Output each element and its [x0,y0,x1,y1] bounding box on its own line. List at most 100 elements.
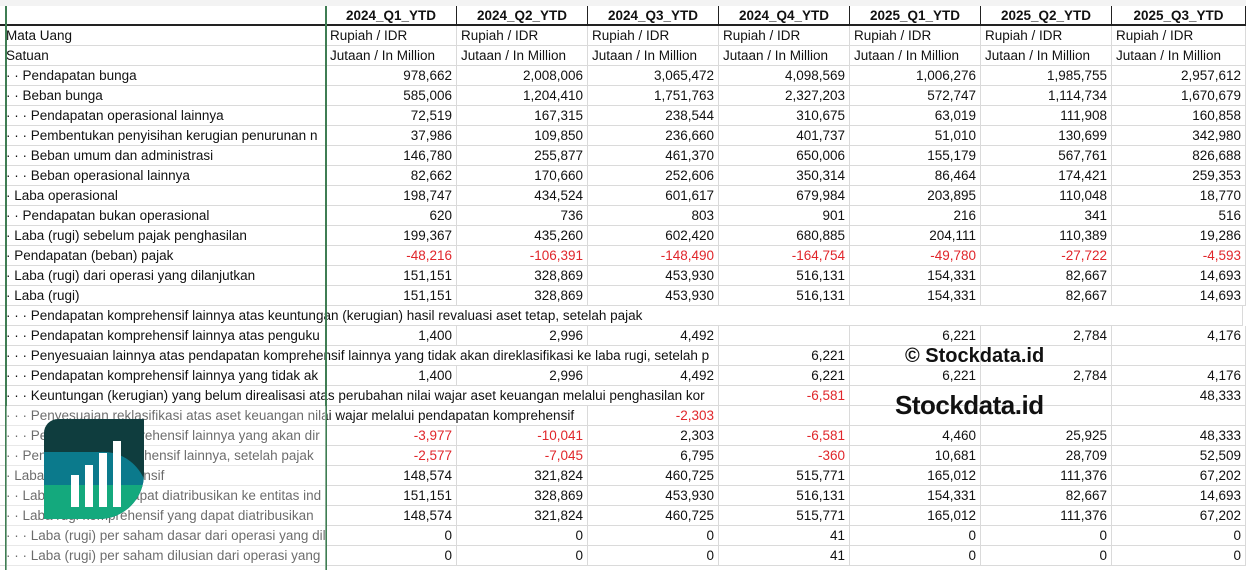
value-cell[interactable]: 6,221 [850,326,981,346]
value-cell[interactable]: 203,895 [850,186,981,206]
value-cell[interactable]: -148,490 [588,246,719,266]
value-cell[interactable]: 516,131 [719,286,850,306]
value-cell[interactable]: Jutaan / In Million [1112,46,1246,66]
value-cell[interactable]: 342,980 [1112,126,1246,146]
empty-cell[interactable] [981,406,1112,426]
value-cell[interactable]: 6,221 [719,366,850,386]
value-cell[interactable]: 321,824 [457,466,588,486]
value-cell[interactable]: Jutaan / In Million [326,46,457,66]
value-cell[interactable]: 111,908 [981,106,1112,126]
value-cell[interactable]: 160,858 [1112,106,1246,126]
value-cell[interactable]: 1,204,410 [457,86,588,106]
column-header-2025_q3_ytd[interactable]: 2025_Q3_YTD [1112,6,1246,26]
row-label[interactable]: Mata Uang [0,26,326,46]
value-cell[interactable]: 174,421 [981,166,1112,186]
value-cell[interactable]: 0 [850,546,981,566]
value-cell[interactable]: Rupiah / IDR [850,26,981,46]
value-cell[interactable]: 567,761 [981,146,1112,166]
row-label[interactable]: · · · Laba (rugi) per saham dilusian dar… [0,546,326,566]
row-label[interactable]: · Laba (rugi) dari operasi yang dilanjut… [0,266,326,286]
value-cell[interactable]: 167,315 [457,106,588,126]
value-cell[interactable]: 63,019 [850,106,981,126]
value-cell[interactable]: 82,667 [981,266,1112,286]
value-cell[interactable]: 0 [588,546,719,566]
value-cell[interactable]: 37,986 [326,126,457,146]
empty-cell[interactable] [981,346,1112,366]
value-cell[interactable]: 328,869 [457,286,588,306]
value-cell[interactable]: 0 [981,546,1112,566]
value-cell[interactable]: 516,131 [719,486,850,506]
value-cell[interactable]: -6,581 [719,386,850,406]
value-cell[interactable]: 28,709 [981,446,1112,466]
value-cell[interactable]: 151,151 [326,286,457,306]
value-cell[interactable]: 0 [1112,546,1246,566]
value-cell[interactable]: 2,327,203 [719,86,850,106]
empty-cell[interactable] [719,406,850,426]
value-cell[interactable]: 198,747 [326,186,457,206]
value-cell[interactable]: 4,176 [1112,326,1246,346]
value-cell[interactable]: 572,747 [850,86,981,106]
value-cell[interactable]: 826,688 [1112,146,1246,166]
value-cell[interactable]: 154,331 [850,486,981,506]
value-cell[interactable]: 2,957,612 [1112,66,1246,86]
value-cell[interactable]: 434,524 [457,186,588,206]
value-cell[interactable]: 3,065,472 [588,66,719,86]
row-label[interactable]: · · · Laba (rugi) per saham dasar dari o… [0,526,326,546]
value-cell[interactable]: -7,045 [457,446,588,466]
value-cell[interactable]: 14,693 [1112,486,1246,506]
value-cell[interactable]: 216 [850,206,981,226]
value-cell[interactable]: 321,824 [457,506,588,526]
value-cell[interactable]: 453,930 [588,266,719,286]
value-cell[interactable]: 328,869 [457,486,588,506]
row-label[interactable]: · · · Pendapatan operasional lainnya [0,106,326,126]
value-cell[interactable]: Jutaan / In Million [588,46,719,66]
value-cell[interactable]: 48,333 [1112,426,1246,446]
value-cell[interactable]: 151,151 [326,266,457,286]
value-cell[interactable]: 155,179 [850,146,981,166]
value-cell[interactable]: 6,795 [588,446,719,466]
row-label[interactable]: · · · Beban operasional lainnya [0,166,326,186]
value-cell[interactable]: 165,012 [850,466,981,486]
value-cell[interactable]: 0 [588,526,719,546]
value-cell[interactable]: 165,012 [850,506,981,526]
value-cell[interactable]: 978,662 [326,66,457,86]
value-cell[interactable]: 901 [719,206,850,226]
row-label[interactable]: · · · Penyesuaian lainnya atas pendapata… [0,346,719,366]
value-cell[interactable]: 110,048 [981,186,1112,206]
column-header-2025_q2_ytd[interactable]: 2025_Q2_YTD [981,6,1112,26]
value-cell[interactable]: Rupiah / IDR [588,26,719,46]
value-cell[interactable]: -4,593 [1112,246,1246,266]
value-cell[interactable]: 460,725 [588,466,719,486]
value-cell[interactable]: Rupiah / IDR [326,26,457,46]
value-cell[interactable]: 461,370 [588,146,719,166]
value-cell[interactable]: 679,984 [719,186,850,206]
column-header-2024_q2_ytd[interactable]: 2024_Q2_YTD [457,6,588,26]
value-cell[interactable]: 1,114,734 [981,86,1112,106]
row-label[interactable]: · · Beban bunga [0,86,326,106]
row-label[interactable]: · · · Pendapatan komprehensif lainnya ya… [0,366,326,386]
value-cell[interactable]: 82,662 [326,166,457,186]
value-cell[interactable]: 1,400 [326,326,457,346]
value-cell[interactable]: -27,722 [981,246,1112,266]
value-cell[interactable]: 255,877 [457,146,588,166]
value-cell[interactable]: 585,006 [326,86,457,106]
value-cell[interactable]: 516 [1112,206,1246,226]
value-cell[interactable]: -2,577 [326,446,457,466]
value-cell[interactable]: 601,617 [588,186,719,206]
value-cell[interactable]: Rupiah / IDR [1112,26,1246,46]
value-cell[interactable]: 10,681 [850,446,981,466]
value-cell[interactable]: -6,581 [719,426,850,446]
value-cell[interactable]: 146,780 [326,146,457,166]
value-cell[interactable]: 154,331 [850,286,981,306]
value-cell[interactable]: 1,006,276 [850,66,981,86]
value-cell[interactable]: 236,660 [588,126,719,146]
value-cell[interactable]: 516,131 [719,266,850,286]
value-cell[interactable]: 803 [588,206,719,226]
value-cell[interactable]: -49,780 [850,246,981,266]
value-cell[interactable]: 72,519 [326,106,457,126]
value-cell[interactable]: 110,389 [981,226,1112,246]
value-cell[interactable]: 4,098,569 [719,66,850,86]
value-cell[interactable]: 6,221 [850,366,981,386]
value-cell[interactable]: 238,544 [588,106,719,126]
